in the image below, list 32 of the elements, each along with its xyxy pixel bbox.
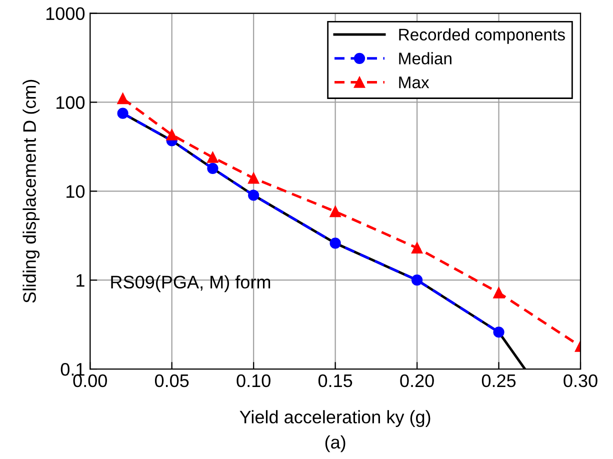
legend-label: Recorded components — [399, 28, 565, 44]
point — [493, 326, 504, 338]
annotation: RS09(PGA, M) form — [111, 275, 270, 292]
y-tick-label: 10 — [66, 185, 85, 198]
legend-label: Median — [399, 52, 452, 64]
x-tick-label: 0.05 — [154, 374, 189, 388]
x-tick-label: 0.30 — [564, 374, 598, 388]
point — [207, 162, 218, 174]
point — [493, 287, 504, 298]
y-axis-title: Sliding displacement D (cm) — [22, 80, 40, 303]
y-tick-label: 1000 — [46, 7, 85, 20]
point — [330, 206, 341, 218]
y-tick-label: 0.1 — [60, 362, 84, 376]
text: (a) — [325, 435, 346, 452]
x-tick-label: 0.20 — [400, 374, 434, 388]
point — [411, 242, 423, 254]
point — [117, 108, 128, 119]
x-axis-title: Yield acceleration ky (g) — [240, 410, 430, 428]
legend-label: Max — [399, 76, 430, 88]
point — [166, 129, 178, 140]
y-tick-label: 100 — [56, 96, 85, 109]
y-tick-label: 1 — [76, 274, 84, 287]
x-tick-label: 0.00 — [73, 374, 107, 388]
point — [411, 274, 423, 286]
point — [248, 172, 260, 184]
x-tick-label: 0.10 — [236, 374, 270, 388]
point — [117, 93, 128, 104]
point — [248, 190, 260, 201]
point — [207, 152, 218, 163]
point — [330, 238, 341, 249]
x-tick-label: 0.15 — [318, 374, 352, 388]
x-tick-label: 0.25 — [482, 374, 516, 388]
